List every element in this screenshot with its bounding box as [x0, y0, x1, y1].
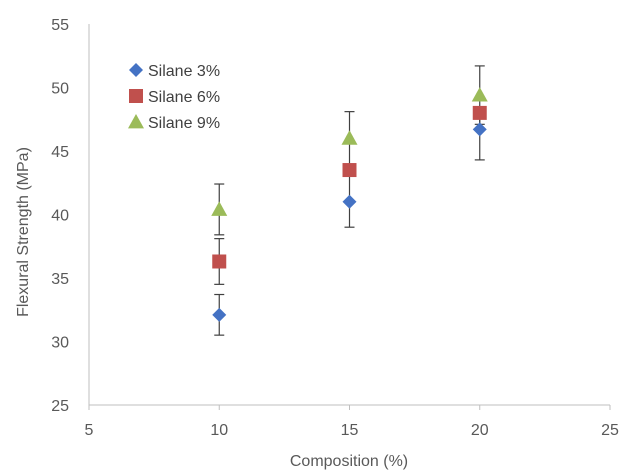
x-tick-label: 25: [601, 422, 619, 439]
data-point-triangle: [341, 130, 358, 145]
y-tick-label: 50: [51, 81, 69, 98]
y-tick-label: 55: [51, 17, 69, 34]
legend-marker-triangle: [128, 114, 144, 129]
data-point-triangle: [211, 201, 228, 216]
x-tick-label: 10: [210, 422, 228, 439]
x-tick-label: 20: [471, 422, 489, 439]
y-tick-label: 45: [51, 144, 69, 161]
data-point-diamond: [472, 122, 487, 137]
data-point-square: [212, 254, 227, 269]
y-tick-label: 35: [51, 271, 69, 288]
legend-label: Silane 3%: [148, 63, 220, 80]
legend-marker-diamond: [129, 63, 143, 77]
legend-label: Silane 6%: [148, 89, 220, 106]
data-points: [211, 87, 488, 322]
y-axis-title: Flexural Strength (MPa): [15, 147, 32, 317]
legend-marker-square: [129, 89, 143, 103]
y-axis-ticks: 25 30 35 40 45 50 55: [51, 17, 69, 415]
legend: Silane 3% Silane 6% Silane 9%: [128, 63, 220, 132]
x-tick-label: 15: [341, 422, 359, 439]
data-point-diamond: [342, 194, 357, 209]
y-tick-label: 30: [51, 335, 69, 352]
data-point-diamond: [212, 307, 227, 322]
data-point-square: [342, 163, 357, 178]
y-tick-label: 40: [51, 208, 69, 225]
x-axis-title: Composition (%): [290, 453, 408, 470]
x-axis-ticks: 5 10 15 20 25: [85, 405, 619, 439]
x-tick-label: 5: [85, 422, 94, 439]
data-point-triangle: [471, 87, 488, 102]
y-tick-label: 25: [51, 398, 69, 415]
legend-label: Silane 9%: [148, 115, 220, 132]
data-point-square: [472, 105, 487, 120]
